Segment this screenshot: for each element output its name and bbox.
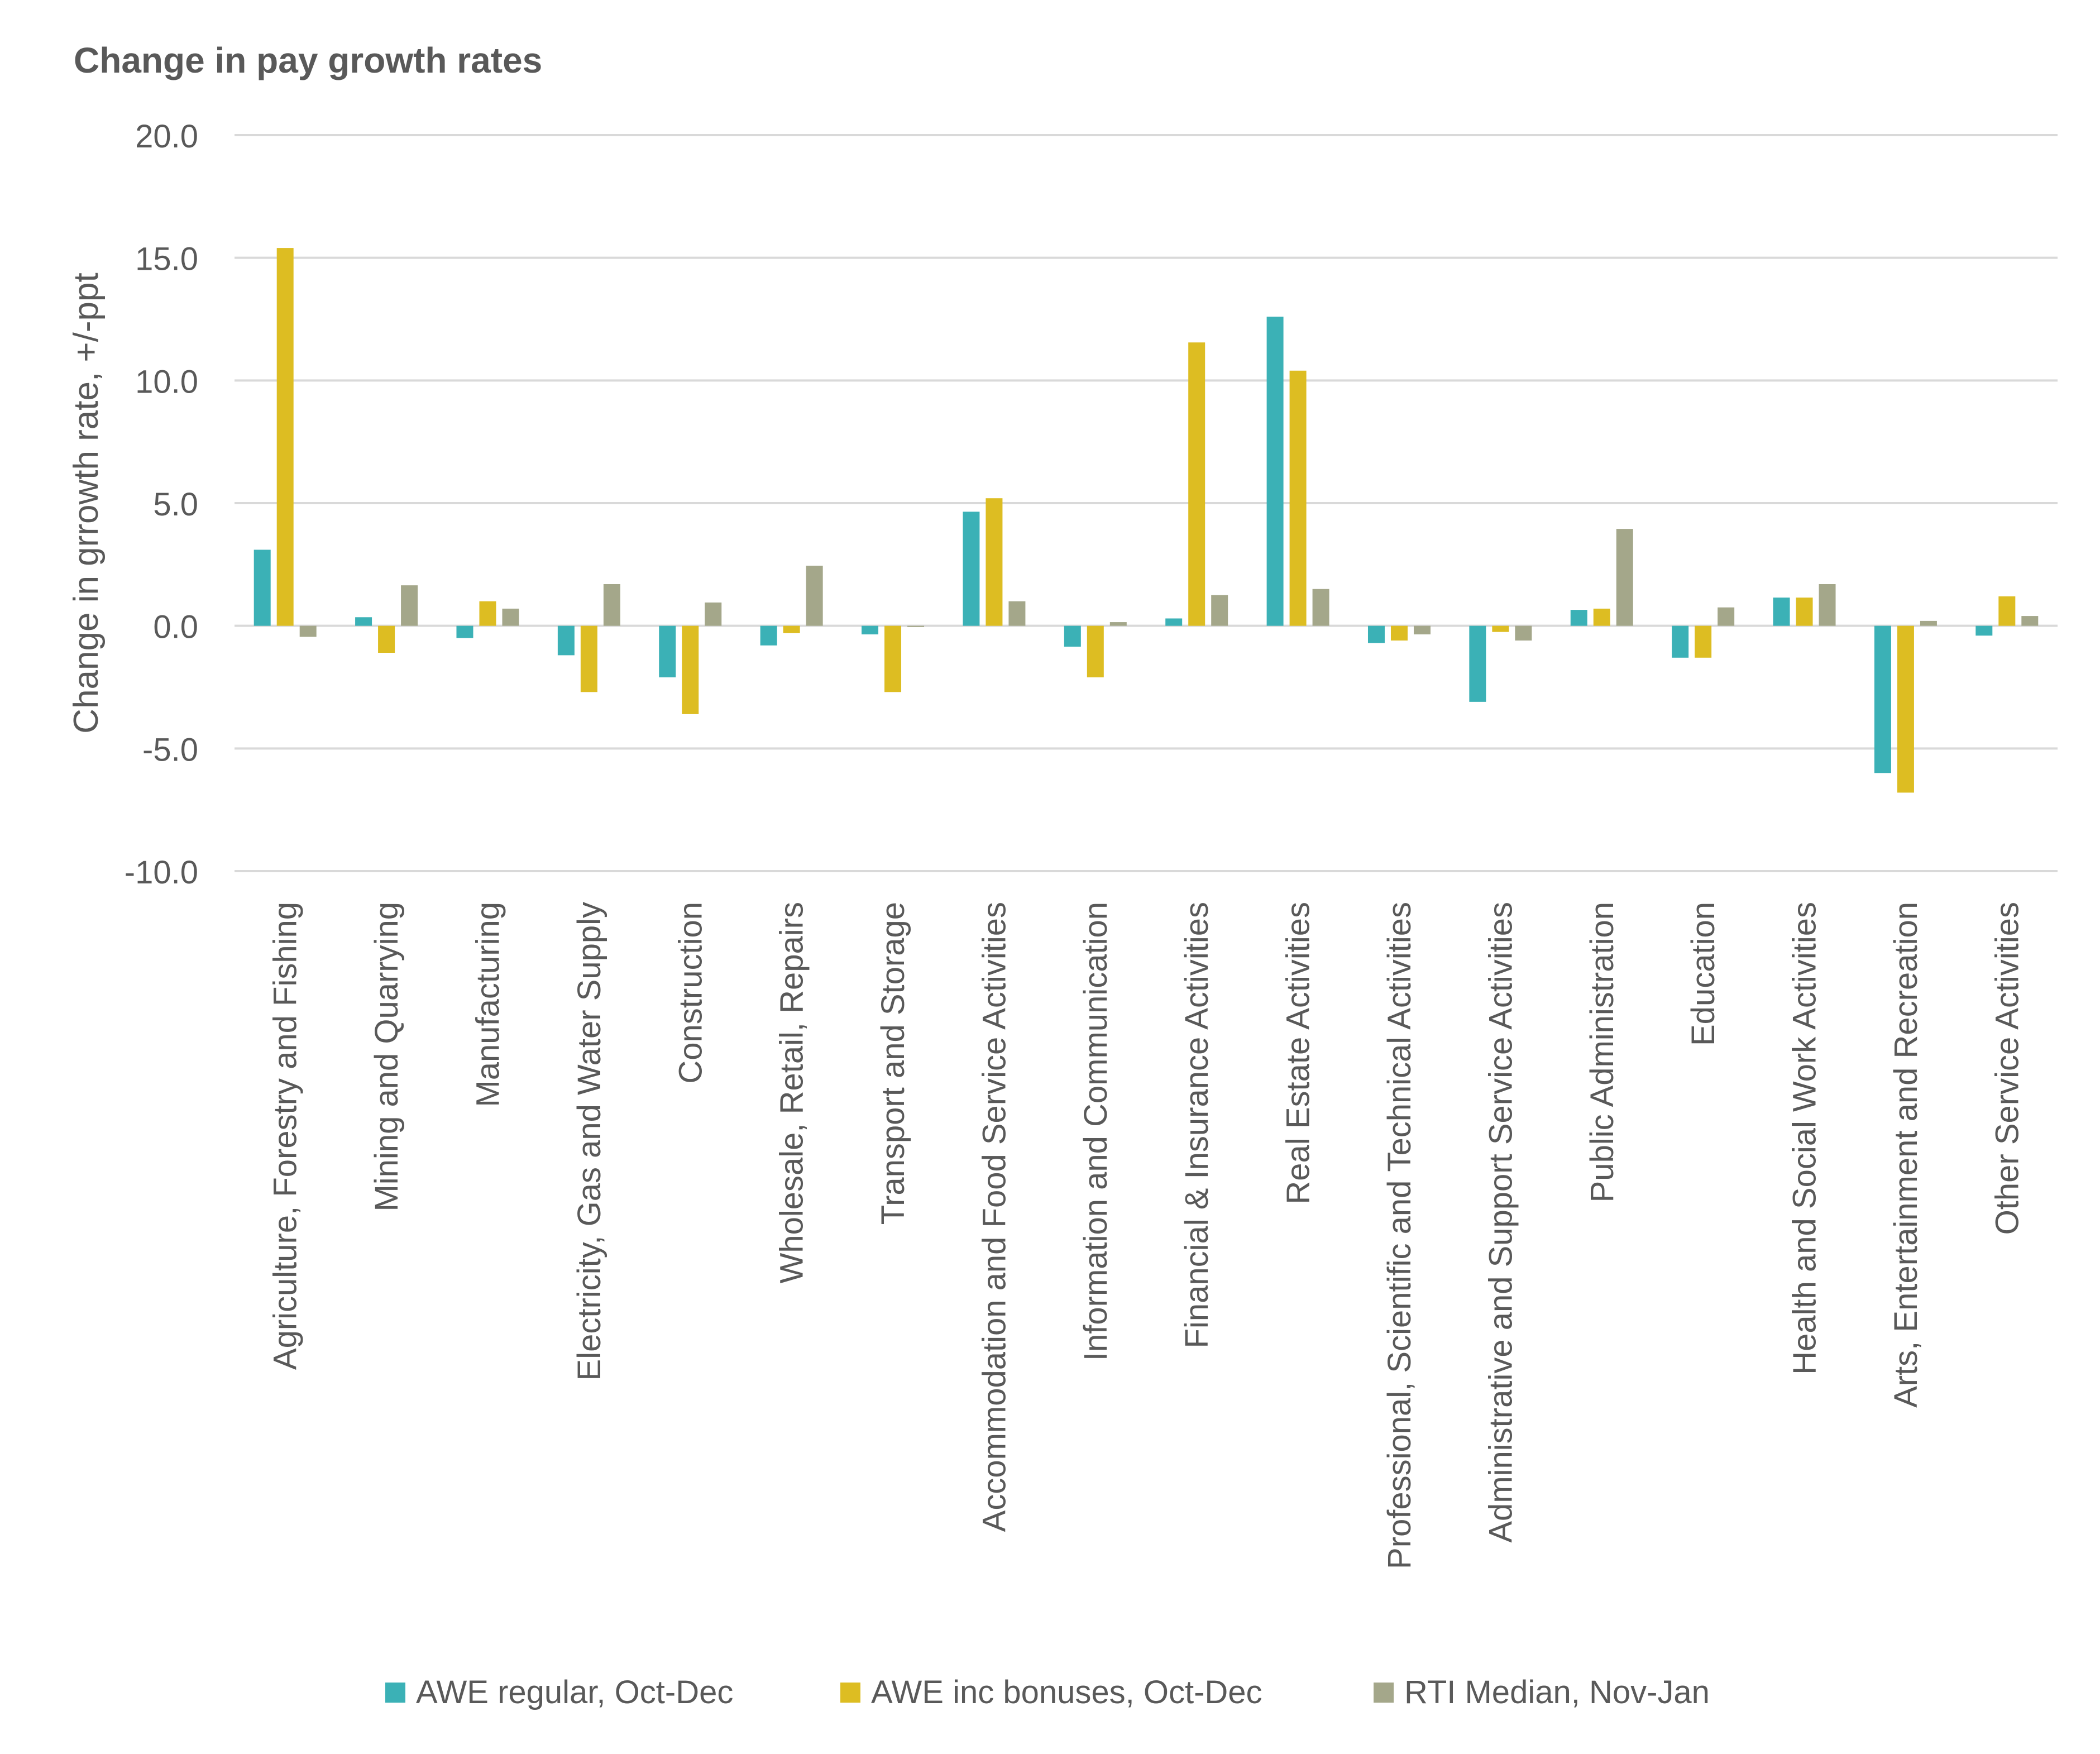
x-tick-label: Financial & Insurance Activities: [1179, 902, 1215, 1348]
bar-series-1-9: [1064, 625, 1081, 647]
bar-series-2-5: [682, 625, 699, 714]
y-tick-label: 5.0: [153, 486, 198, 523]
bar-series-3-14: [1616, 529, 1633, 626]
bar-series-3-9: [1109, 622, 1127, 626]
x-tick-label: Information and Communication: [1078, 902, 1114, 1361]
bar-series-2-18: [1998, 596, 2016, 626]
bar-series-1-2: [355, 617, 372, 626]
y-tick-label: 0.0: [153, 609, 198, 646]
x-tick-label: Accommodation and Food Service Activitie…: [976, 902, 1012, 1532]
bar-series-1-4: [557, 625, 575, 656]
y-tick-label: -10.0: [125, 854, 198, 891]
x-tick-label: Wholesale, Retail, Repairs: [774, 902, 810, 1283]
x-tick-label: Health and Social Work Activities: [1787, 902, 1823, 1375]
bar-series-2-11: [1289, 370, 1307, 626]
y-tick-label: 15.0: [135, 241, 198, 278]
bar-series-1-6: [760, 625, 777, 646]
legend-label-2: AWE inc bonuses, Oct-Dec: [871, 1674, 1262, 1710]
bar-series-1-17: [1874, 625, 1891, 773]
y-tick-label: 20.0: [135, 118, 198, 155]
bar-series-2-14: [1593, 608, 1610, 626]
bar-series-3-4: [603, 584, 620, 626]
bar-series-3-7: [907, 625, 925, 627]
bar-series-2-15: [1695, 625, 1712, 658]
bar-series-1-14: [1570, 610, 1587, 626]
bar-series-3-1: [299, 625, 317, 637]
y-axis-label: Change in grrowth rate, +/-ppt: [67, 273, 106, 733]
bar-series-1-3: [456, 625, 473, 638]
x-tick-label: Transport and Storage: [875, 902, 911, 1225]
bar-series-2-7: [884, 625, 902, 692]
bar-series-2-6: [783, 625, 800, 633]
x-tick-label: Construction: [672, 902, 709, 1084]
bar-series-3-10: [1211, 595, 1228, 626]
bar-series-3-8: [1008, 601, 1026, 626]
bar-series-2-10: [1188, 342, 1206, 626]
bar-series-1-5: [659, 625, 676, 677]
bar-series-1-7: [862, 625, 879, 635]
y-axis-ticks: 20.0 15.0 10.0 5.0 0.0 -5.0 -10.0: [125, 118, 198, 891]
bar-series-3-2: [401, 585, 418, 626]
bar-series-2-16: [1796, 598, 1813, 626]
x-tick-label: Administrative and Support Service Activ…: [1482, 902, 1519, 1543]
x-tick-label: Manufacturing: [470, 902, 506, 1107]
bar-series-1-16: [1773, 598, 1790, 626]
bar-series-3-16: [1819, 584, 1836, 626]
x-tick-label: Mining and Quarrying: [369, 902, 405, 1212]
legend-label-3: RTI Median, Nov-Jan: [1404, 1674, 1710, 1710]
y-tick-label: -5.0: [142, 732, 198, 768]
bar-series-2-4: [580, 625, 597, 692]
bar-series-1-1: [253, 549, 271, 626]
legend-swatch-2: [840, 1683, 860, 1703]
bar-series-1-12: [1367, 625, 1385, 643]
bar-series-3-12: [1413, 625, 1431, 635]
bar-series-1-13: [1469, 625, 1486, 702]
legend-swatch-3: [1374, 1683, 1394, 1703]
x-tick-label: Arts, Entertainment and Recreation: [1888, 902, 1924, 1408]
legend-swatch-1: [385, 1683, 405, 1703]
bar-series-3-3: [502, 608, 519, 626]
bar-series-2-9: [1087, 625, 1104, 677]
bar-series-1-10: [1165, 618, 1183, 626]
bar-series-2-13: [1492, 625, 1509, 632]
bar-series-3-5: [705, 602, 722, 626]
x-axis-ticks: Agriculture, Forestry and Fishing Mining …: [267, 902, 2026, 1569]
bar-series-1-11: [1266, 317, 1284, 626]
chart-title: Change in pay growth rates: [74, 40, 542, 80]
x-tick-label: Agriculture, Forestry and Fishing: [267, 902, 304, 1370]
x-tick-label: Public Administration: [1584, 902, 1620, 1202]
legend-label-1: AWE regular, Oct-Dec: [416, 1674, 733, 1710]
x-tick-label: Professional, Scientific and Technical A…: [1381, 902, 1418, 1569]
bar-series-2-3: [479, 601, 496, 626]
bar-series-3-15: [1718, 607, 1735, 626]
bars: [253, 248, 2039, 793]
bar-series-2-12: [1390, 625, 1408, 641]
bar-series-2-8: [986, 498, 1003, 626]
y-tick-label: 10.0: [135, 364, 198, 400]
bar-series-1-15: [1672, 625, 1689, 658]
legend: AWE regular, Oct-Dec AWE inc bonuses, Oct…: [385, 1674, 1710, 1710]
bar-series-2-2: [378, 625, 395, 653]
bar-series-2-17: [1897, 625, 1914, 793]
bar-series-1-18: [1975, 625, 1993, 636]
bar-series-3-13: [1515, 625, 1532, 641]
x-tick-label: Real Estate Activities: [1280, 902, 1317, 1205]
bar-series-3-17: [1920, 620, 1937, 626]
x-tick-label: Electricity, Gas and Water Supply: [571, 902, 607, 1380]
bar-series-2-1: [276, 248, 294, 626]
bar-series-3-11: [1312, 589, 1329, 626]
gridlines: [235, 134, 2058, 872]
bar-series-3-18: [2021, 616, 2039, 626]
x-tick-label: Other Service Activities: [1989, 902, 2025, 1235]
bar-series-3-6: [806, 566, 823, 626]
bar-series-1-8: [963, 512, 980, 626]
x-tick-label: Education: [1685, 902, 1721, 1046]
